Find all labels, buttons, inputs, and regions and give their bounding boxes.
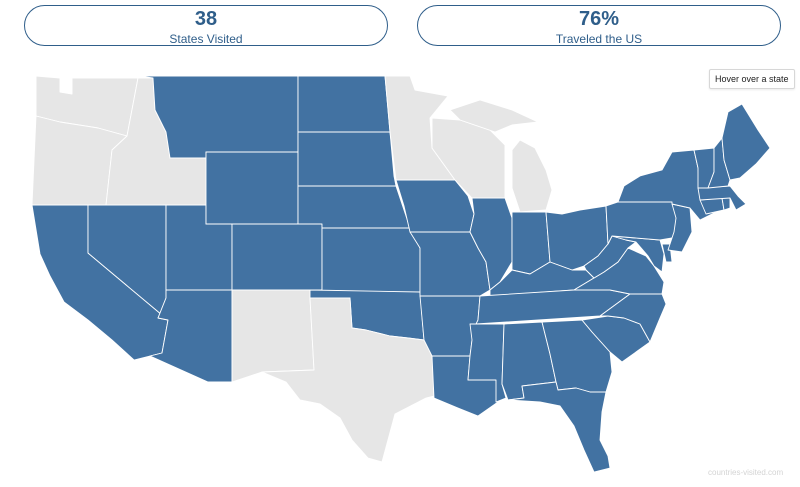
states-visited-card: 38 States Visited [24,5,388,46]
traveled-percent-label: Traveled the US [555,32,643,46]
traveled-percent-card: 76% Traveled the US [417,5,781,46]
state-ne[interactable] [297,185,411,229]
states-visited-label: States Visited [169,32,243,46]
state-wy[interactable] [205,151,299,225]
us-map [0,60,800,487]
state-me[interactable] [721,103,771,181]
state-sd[interactable] [297,131,397,187]
state-nm[interactable] [231,289,315,383]
state-fl[interactable] [507,381,611,473]
state-in[interactable] [511,211,551,275]
us-map-svg [31,75,771,473]
watermark: countries-visited.com [708,468,784,477]
traveled-percent-value: 76% [578,8,620,30]
state-ks[interactable] [321,227,421,293]
state-ma[interactable] [697,185,747,211]
state-tx[interactable] [261,297,435,463]
states-visited-count: 38 [194,8,218,30]
hover-tooltip: Hover over a state [709,69,795,89]
state-nd[interactable] [297,75,391,133]
state-wv[interactable] [583,235,637,279]
state-nj[interactable] [667,203,693,253]
state-md[interactable] [611,235,665,273]
state-co[interactable] [231,223,323,291]
state-mi[interactable] [449,99,553,213]
state-mn[interactable] [384,75,456,181]
